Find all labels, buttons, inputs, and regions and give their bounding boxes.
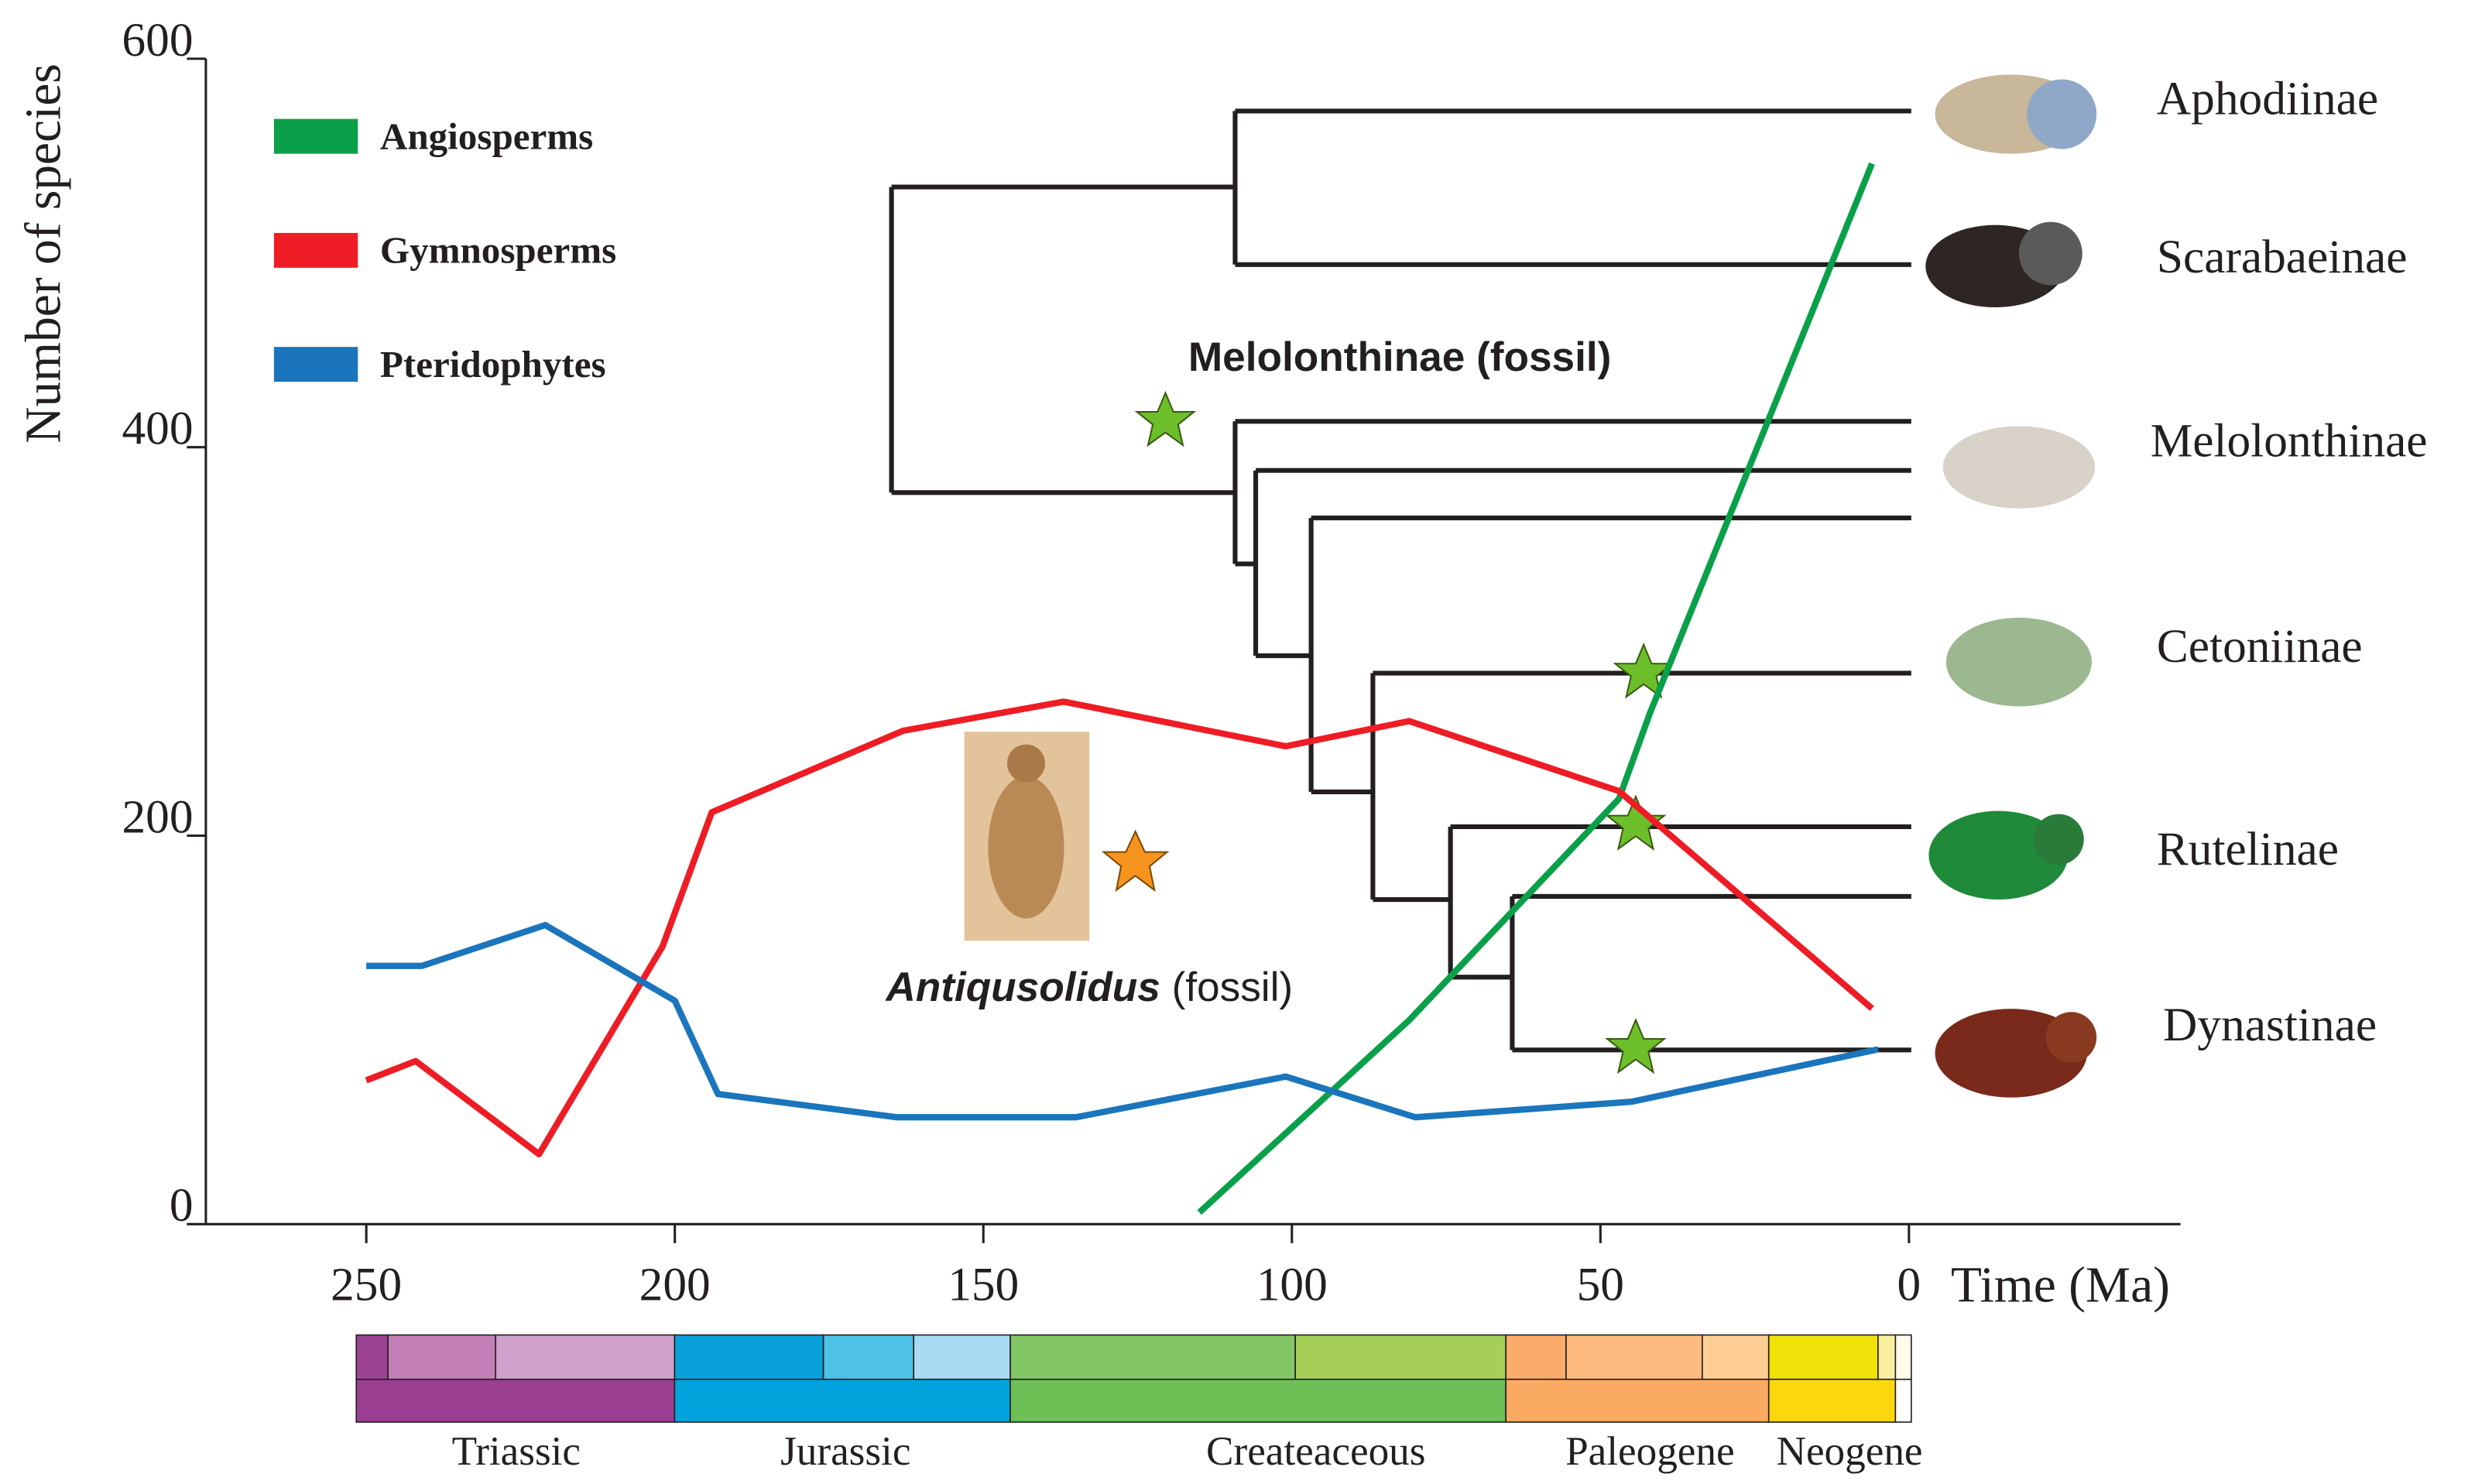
x-tick-label: 50 <box>1577 1259 1624 1311</box>
y-tick-label: 200 <box>122 790 193 843</box>
period-label: Paleogene <box>1565 1428 1735 1474</box>
data-line <box>366 921 1879 1121</box>
data-line <box>365 698 1874 1158</box>
fossil-image <box>964 732 1090 941</box>
beetle-icons <box>1925 74 2097 1098</box>
annotation: Antiqusolidus (fossil) <box>884 965 1293 1010</box>
period-label: Jurassic <box>780 1428 910 1474</box>
period-label: Createaceous <box>1206 1428 1425 1474</box>
time-scale <box>355 1334 1912 1423</box>
x-tick-label: 200 <box>639 1259 711 1311</box>
y-tick-label: 600 <box>122 14 193 67</box>
taxon-label: Dynastinae <box>2163 999 2377 1051</box>
taxon-label: Rutelinae <box>2157 823 2339 876</box>
legend-swatch <box>273 118 358 154</box>
phylogeny <box>889 108 1911 1053</box>
x-tick-label: 0 <box>1897 1259 1921 1311</box>
annotation-genus: Antiqusolidus <box>884 965 1160 1010</box>
data-line <box>1197 162 1875 1215</box>
y-tick-label: 400 <box>122 403 193 455</box>
x-tick-label: 250 <box>331 1259 402 1311</box>
stars <box>1101 390 1675 1074</box>
taxon-label: Scarabaeinae <box>2157 231 2408 283</box>
annotation: Melolonthinae (fossil) <box>1188 334 1612 380</box>
y-tick-label: 0 <box>170 1179 194 1232</box>
legend-label: Angiosperms <box>380 115 593 157</box>
x-axis-title: Time (Ma) <box>1951 1258 2170 1314</box>
legend-label: Gymnosperms <box>380 229 616 272</box>
legend-label: Pteridophytes <box>380 343 606 386</box>
annotation-suffix: (fossil) <box>1172 965 1294 1010</box>
period-label: Triassic <box>452 1428 581 1474</box>
legend-swatch <box>273 347 358 382</box>
legend-swatch <box>273 232 358 268</box>
taxon-label: Melolonthinae <box>2151 414 2428 467</box>
taxon-label: Aphodiinae <box>2157 72 2378 125</box>
period-label: Neogene <box>1777 1428 1923 1474</box>
x-tick-label: 100 <box>1256 1259 1328 1311</box>
taxon-label: Cetoniinae <box>2157 620 2363 673</box>
x-tick-label: 150 <box>948 1259 1019 1311</box>
y-axis-title: Number of species <box>16 63 72 444</box>
